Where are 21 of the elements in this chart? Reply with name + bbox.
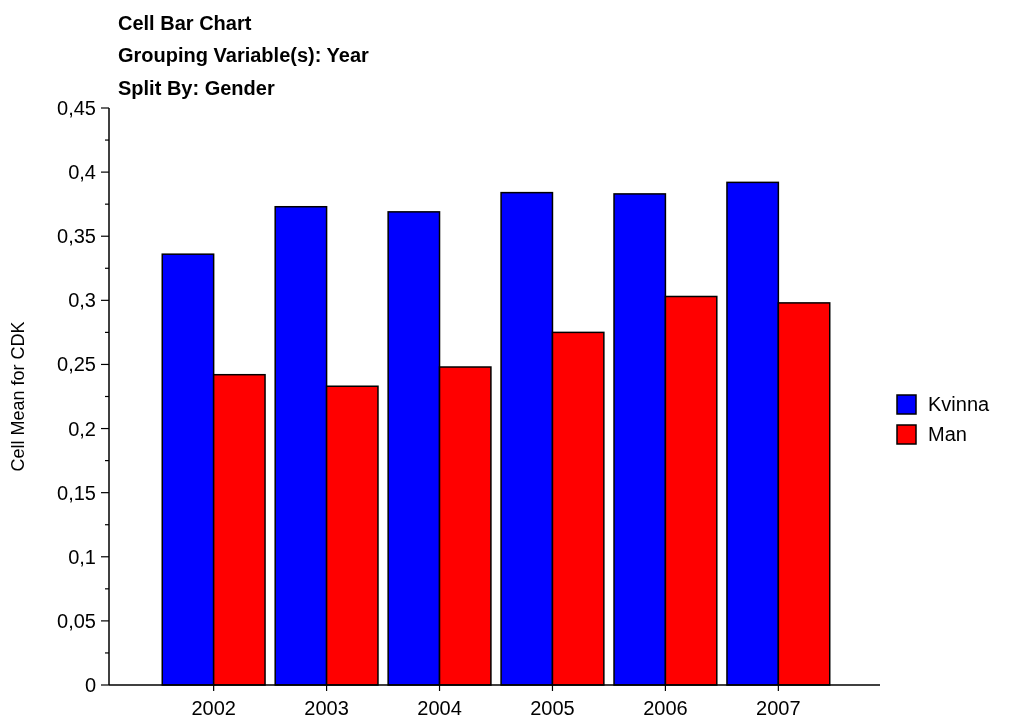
y-tick-label: 0,25 <box>57 353 96 376</box>
y-tick-label: 0,35 <box>57 225 96 248</box>
y-tick-label: 0,45 <box>57 97 96 119</box>
y-tick-label: 0,2 <box>68 417 96 440</box>
chart-subtitle: Grouping Variable(s): Year Split By: Gender <box>118 44 370 99</box>
x-tick-label: 2002 <box>191 697 236 719</box>
y-tick-label: 0,05 <box>57 609 96 632</box>
y-tick-label: 0,3 <box>68 289 96 312</box>
legend-label: Man <box>928 423 967 445</box>
y-tick-label: 0,1 <box>68 545 96 568</box>
chart-title: Cell Bar Chart <box>118 12 252 34</box>
y-tick-label: 0,4 <box>68 161 96 184</box>
x-tick-label: 2007 <box>756 697 801 719</box>
x-tick-label: 2004 <box>417 697 462 719</box>
y-tick-label: 0,15 <box>57 481 96 504</box>
y-tick-label: 0 <box>84 674 96 696</box>
x-tick-label: 2005 <box>530 697 575 719</box>
x-tick-label: 2003 <box>304 697 349 719</box>
legend-label: Kvinna <box>928 393 991 415</box>
x-tick-label: 2006 <box>643 697 688 719</box>
y-axis-title: Cell Mean for CDK <box>8 321 28 472</box>
